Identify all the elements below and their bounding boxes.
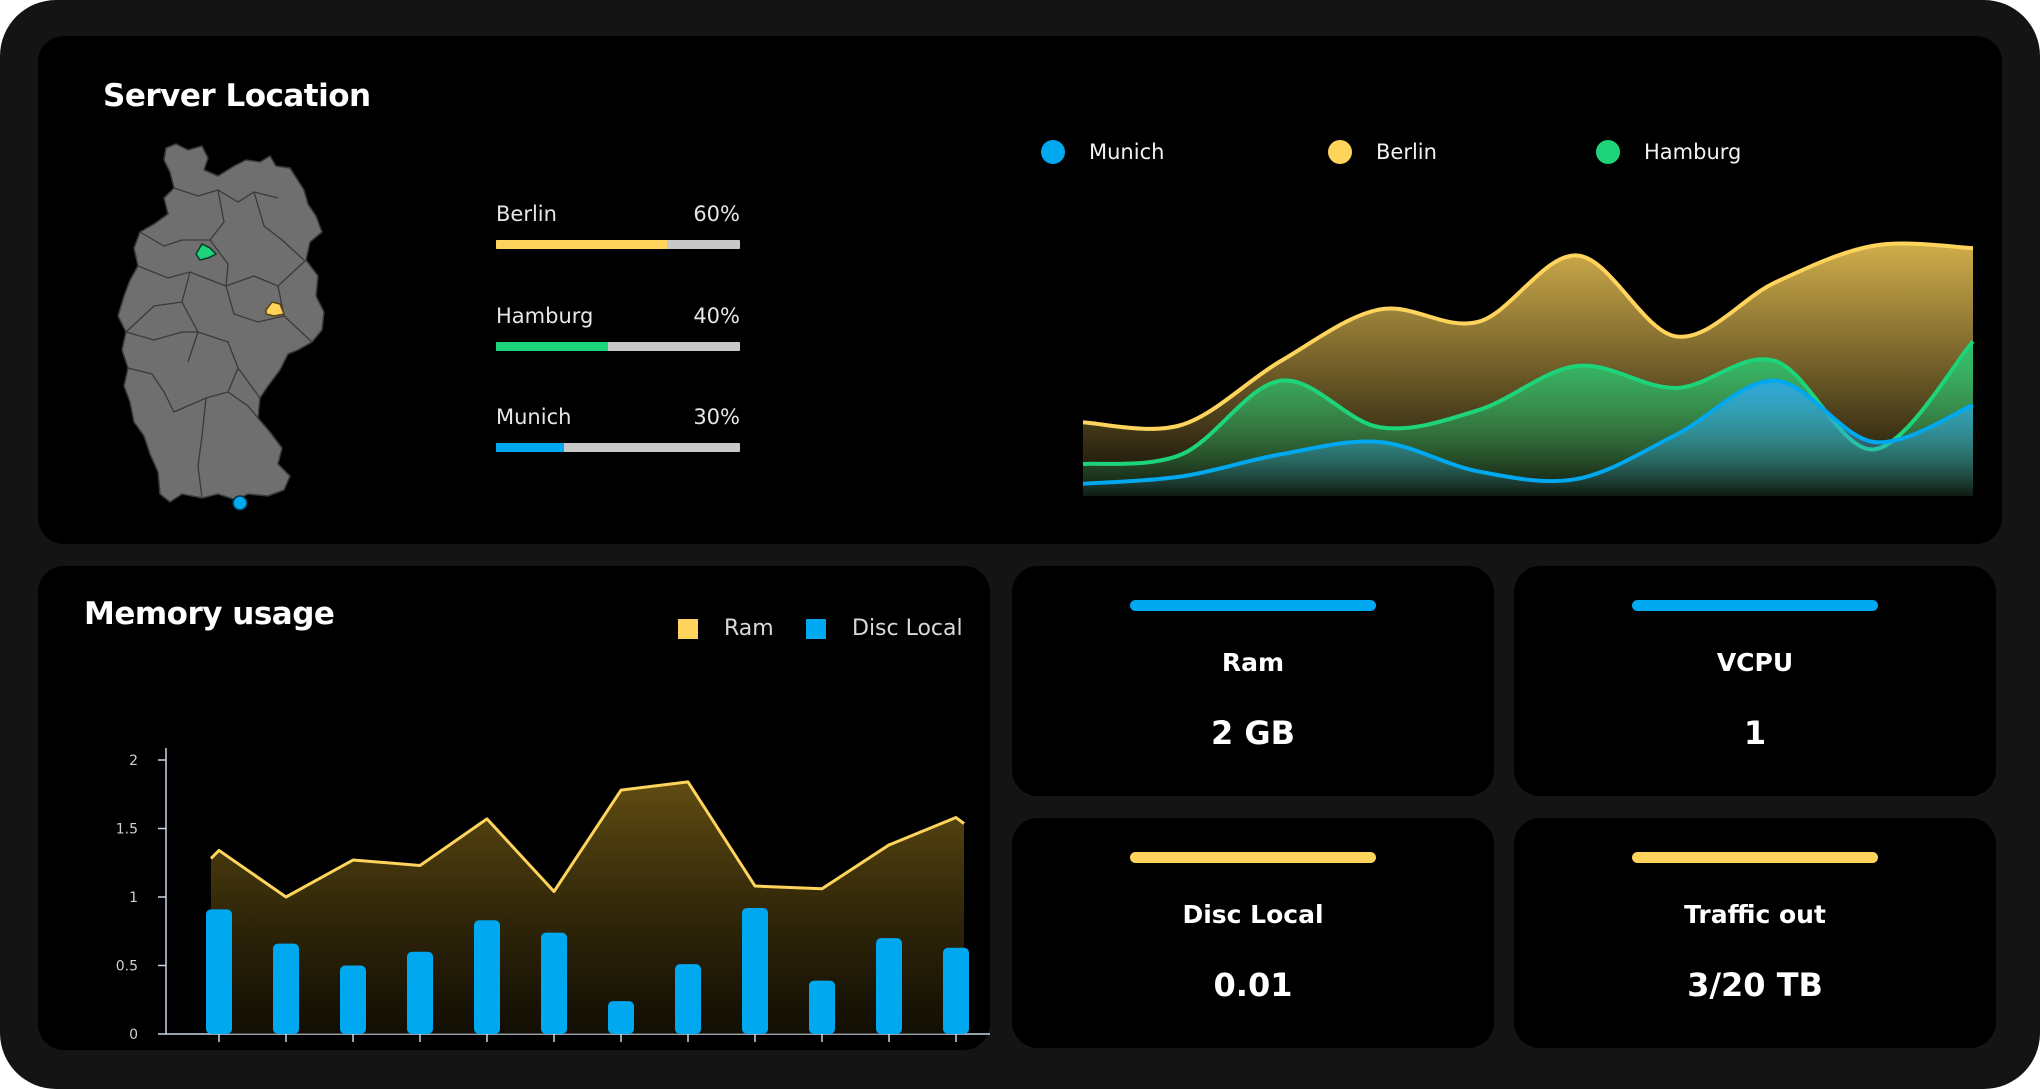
germany-outline xyxy=(117,143,325,503)
legend-berlin: Berlin xyxy=(1328,140,1437,164)
y-tick-label: 2 xyxy=(129,753,138,769)
legend-berlin-label: Berlin xyxy=(1376,140,1437,164)
disc-local-bar[interactable] xyxy=(943,947,969,1034)
disc-local-bar[interactable] xyxy=(340,965,366,1035)
hamburg-dot-icon xyxy=(1596,140,1620,164)
stat-accent-bar xyxy=(1130,600,1376,611)
y-tick-label: 1 xyxy=(129,890,138,906)
disc-local-bar[interactable] xyxy=(273,943,299,1034)
location-progress-track xyxy=(496,443,740,452)
legend-hamburg: Hamburg xyxy=(1596,140,1741,164)
location-row-munich: Munich 30% xyxy=(496,405,740,452)
disc-local-bar[interactable] xyxy=(206,909,232,1034)
stat-label: VCPU xyxy=(1716,648,1794,677)
location-progress-fill xyxy=(496,240,667,249)
location-progress-track xyxy=(496,240,740,249)
berlin-marker-icon[interactable] xyxy=(265,301,286,317)
legend-hamburg-label: Hamburg xyxy=(1644,140,1742,164)
location-name: Berlin xyxy=(496,202,557,226)
memory-usage-card: Memory usage Ram Disc Local 00.511.52 4/… xyxy=(38,566,990,1050)
stat-accent-bar xyxy=(1632,600,1878,611)
legend-munich: Munich xyxy=(1041,140,1164,164)
stat-value: 0.01 xyxy=(1213,966,1293,1004)
stat-card-disc-local[interactable]: Disc Local 0.01 xyxy=(1012,818,1494,1048)
state-borders xyxy=(125,187,313,499)
disc-local-bar[interactable] xyxy=(541,932,567,1034)
ram-area-fill xyxy=(211,781,964,1034)
ram-square-icon xyxy=(678,618,698,639)
location-progress-track xyxy=(496,342,740,351)
disc-local-bar[interactable] xyxy=(876,938,902,1034)
germany-map[interactable] xyxy=(78,136,398,546)
legend-ram-label: Ram xyxy=(724,616,774,641)
munich-marker-icon[interactable] xyxy=(232,495,248,511)
legend-munich-label: Munich xyxy=(1089,140,1165,164)
stat-label: Ram xyxy=(1221,648,1285,677)
disc-local-bar[interactable] xyxy=(809,980,835,1034)
disc-local-bar[interactable] xyxy=(407,951,433,1034)
location-name: Hamburg xyxy=(496,304,594,328)
legend-disc-local: Disc Local xyxy=(806,616,963,641)
area-line-munich xyxy=(1082,378,1974,486)
ram-line xyxy=(209,780,965,899)
location-percent: 60% xyxy=(693,202,740,226)
location-name: Munich xyxy=(496,405,572,429)
legend-disc-label: Disc Local xyxy=(852,616,963,641)
disc-local-bar[interactable] xyxy=(675,964,701,1034)
server-location-title: Server Location xyxy=(103,78,371,114)
y-tick-label: 0.5 xyxy=(116,959,138,975)
stat-accent-bar xyxy=(1130,852,1376,863)
area-line-berlin xyxy=(1082,241,1974,431)
location-progress-fill xyxy=(496,443,565,452)
stat-value: 2 GB xyxy=(1210,714,1296,752)
location-percent: 30% xyxy=(693,405,740,429)
munich-dot-icon xyxy=(1041,140,1065,164)
y-tick-label: 1.5 xyxy=(116,822,138,838)
y-tick-label: 0 xyxy=(129,1027,138,1043)
server-location-card: Server Location xyxy=(38,36,2002,544)
location-row-hamburg: Hamburg 40% xyxy=(496,304,740,351)
legend-ram: Ram xyxy=(678,616,774,641)
stat-label: Traffic out xyxy=(1684,900,1826,929)
memory-usage-chart[interactable]: 00.511.52 4/235/236/237/238/239/2310/231… xyxy=(38,666,990,1046)
stat-accent-bar xyxy=(1632,852,1878,863)
location-progress-fill xyxy=(496,342,609,351)
berlin-dot-icon xyxy=(1328,140,1352,164)
stat-card-ram[interactable]: Ram 2 GB xyxy=(1012,566,1494,796)
stat-value: 3/20 TB xyxy=(1687,966,1823,1004)
disc-square-icon xyxy=(806,618,826,639)
location-row-berlin: Berlin 60% xyxy=(496,202,740,249)
stat-value: 1 xyxy=(1743,714,1767,752)
area-fill-munich xyxy=(1083,380,1973,496)
disc-local-bar[interactable] xyxy=(608,1001,634,1034)
memory-usage-title: Memory usage xyxy=(84,596,335,632)
disc-local-bar[interactable] xyxy=(474,920,500,1034)
stat-card-traffic-out[interactable]: Traffic out 3/20 TB xyxy=(1514,818,1996,1048)
stat-card-vcpu[interactable]: VCPU 1 xyxy=(1514,566,1996,796)
location-percent: 40% xyxy=(693,304,740,328)
stat-label: Disc Local xyxy=(1182,900,1324,929)
hamburg-marker-icon[interactable] xyxy=(195,243,218,261)
disc-local-bar[interactable] xyxy=(742,907,768,1034)
location-area-chart[interactable]: 07.0007.3008.0008.3009.0009.3010.0010.30… xyxy=(1038,176,1978,516)
